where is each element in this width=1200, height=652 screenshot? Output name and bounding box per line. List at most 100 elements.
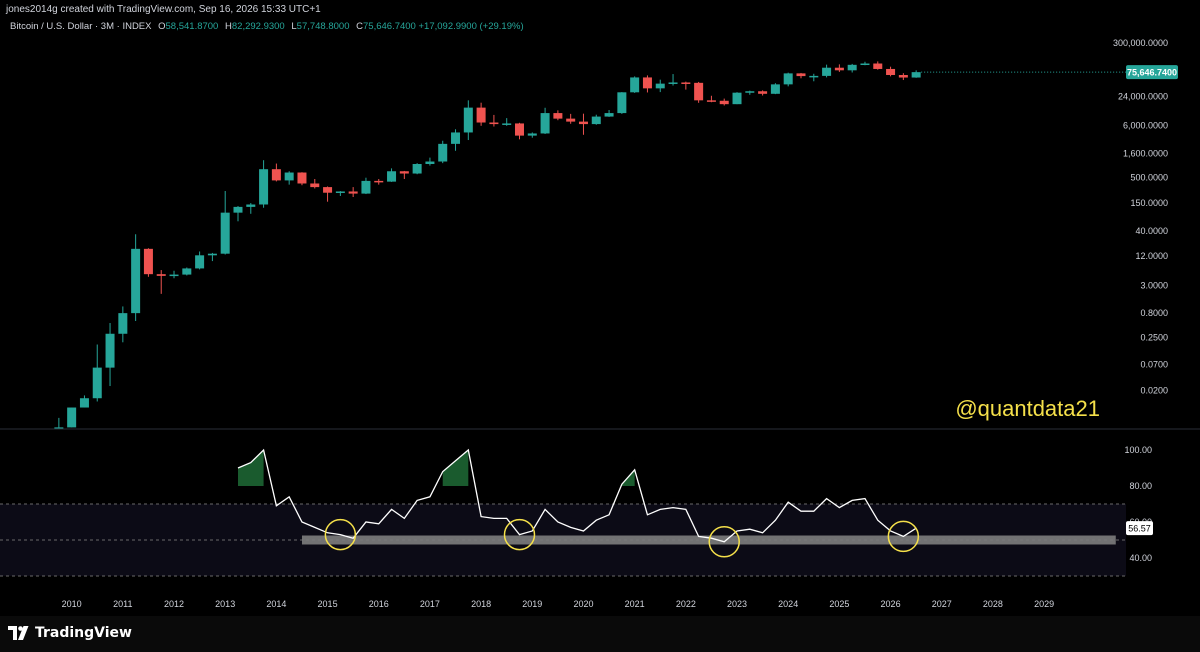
candle-body xyxy=(399,171,409,174)
tradingview-brand[interactable]: TradingView xyxy=(8,625,132,641)
candle-body xyxy=(566,118,576,122)
candle-body xyxy=(514,123,524,136)
candle-body xyxy=(451,132,461,144)
candle-body xyxy=(527,133,537,136)
chart-canvas[interactable]: 300,000.0000 24,000.0000 6,000.0000 1,600.0… xyxy=(0,0,1200,616)
close-value: 75,646.7400 xyxy=(363,21,416,32)
candle-body xyxy=(182,268,192,275)
price-axis-tick-label: 0.2500 xyxy=(1140,333,1168,343)
candle-body xyxy=(297,172,307,184)
time-axis-tick-label: 2013 xyxy=(215,599,235,609)
candle-body xyxy=(233,206,243,213)
oscillator-axis-tick-label: 40.00 xyxy=(1129,553,1152,563)
time-axis-tick-label: 2028 xyxy=(983,599,1003,609)
open-key: O xyxy=(158,21,166,32)
candle-body xyxy=(143,248,153,275)
candle-body xyxy=(323,187,333,193)
oscillator-axis-tick-label: 100.00 xyxy=(1124,445,1152,455)
time-axis-tick-label: 2019 xyxy=(522,599,542,609)
price-axis-tick-label: 24,000.0000 xyxy=(1118,91,1168,101)
time-axis-tick-label: 2025 xyxy=(829,599,849,609)
candle-body xyxy=(553,113,563,119)
candle-body xyxy=(617,92,627,114)
price-axis-tick-label: 0.8000 xyxy=(1140,308,1168,318)
candle-body xyxy=(822,67,832,76)
time-axis-tick-label: 2016 xyxy=(369,599,389,609)
time-axis-tick-label: 2027 xyxy=(932,599,952,609)
oscillator-last-badge xyxy=(1126,521,1153,536)
overbought-fill xyxy=(237,450,264,486)
candle-body xyxy=(246,204,256,207)
candle-body xyxy=(284,172,294,181)
oscillator-line xyxy=(237,448,917,543)
low-value: 57,748.8000 xyxy=(296,21,350,32)
open-value: 58,541.8700 xyxy=(165,21,219,32)
candle-body xyxy=(732,92,742,105)
highlight-circle xyxy=(708,526,740,558)
low-key: L xyxy=(291,21,297,32)
time-axis-tick-label: 2011 xyxy=(113,599,132,609)
candle-body xyxy=(642,77,652,89)
time-axis-tick-label: 2020 xyxy=(573,599,593,609)
price-axis-tick-label: 3.0000 xyxy=(1140,280,1168,290)
time-axis-tick-label: 2014 xyxy=(266,599,286,609)
candle-body xyxy=(898,75,908,78)
candle-body xyxy=(118,313,128,334)
price-pane[interactable]: 300,000.0000 24,000.0000 6,000.0000 1,600.0… xyxy=(54,38,1178,429)
close-key: C xyxy=(356,21,364,32)
candle-body xyxy=(412,163,422,174)
highlight-circle xyxy=(503,518,536,551)
price-axis-tick-label: 12.0000 xyxy=(1135,251,1168,261)
candle-body xyxy=(374,180,384,183)
time-axis[interactable]: 2010 2011 2012 2013 2014 2015 2016 2017 2018 2019… xyxy=(62,599,1054,609)
candle-body xyxy=(259,169,269,205)
candle-body xyxy=(873,63,883,69)
candle-body xyxy=(604,113,614,117)
time-axis-tick-label: 2015 xyxy=(318,599,338,609)
candle-body xyxy=(668,82,678,84)
time-axis-tick-label: 2023 xyxy=(727,599,747,609)
time-axis-tick-label: 2012 xyxy=(164,599,184,609)
time-axis-tick-label: 2017 xyxy=(420,599,440,609)
candle-body xyxy=(335,191,345,193)
candle-body xyxy=(796,73,806,77)
price-axis-tick-label: 6,000.0000 xyxy=(1123,120,1168,130)
candle-body xyxy=(105,333,115,368)
high-value: 82,292.9300 xyxy=(231,21,285,32)
time-axis-tick-label: 2024 xyxy=(778,599,798,609)
candle-body xyxy=(770,84,780,94)
candle-body xyxy=(438,143,448,162)
candle-body xyxy=(681,82,691,84)
candle-body xyxy=(834,67,844,71)
candle-body xyxy=(655,83,665,89)
price-axis-tick-label: 150.0000 xyxy=(1130,198,1168,208)
candle-body xyxy=(67,407,77,428)
candle-body xyxy=(207,253,217,256)
candle-body xyxy=(387,171,397,182)
candle-body xyxy=(131,248,141,314)
candle-body xyxy=(911,72,921,78)
candle-body xyxy=(92,367,102,399)
price-axis-tick-label: 0.0700 xyxy=(1140,359,1168,369)
change-value: +17,092.9900 (+29.19%) xyxy=(418,21,524,32)
candle-body xyxy=(783,73,793,85)
time-axis-tick-label: 2018 xyxy=(471,599,491,609)
candle-body xyxy=(591,116,601,125)
candle-body xyxy=(502,123,512,125)
candle-body xyxy=(745,91,755,93)
candle-body xyxy=(847,64,857,71)
time-axis-tick-label: 2022 xyxy=(676,599,696,609)
candle-body xyxy=(271,169,281,181)
candle-body xyxy=(425,161,435,164)
candle-body xyxy=(476,107,486,123)
high-key: H xyxy=(225,21,232,32)
candle-body xyxy=(860,63,870,66)
price-axis-tick-label: 1,600.0000 xyxy=(1123,148,1168,158)
candle-body xyxy=(706,100,716,102)
candle-body xyxy=(169,274,179,277)
symbol-label: Bitcoin / U.S. Dollar · 3M · INDEX xyxy=(10,21,152,32)
overbought-fill xyxy=(442,450,469,486)
tradingview-logo-icon xyxy=(8,626,29,640)
candle-body xyxy=(630,77,640,93)
